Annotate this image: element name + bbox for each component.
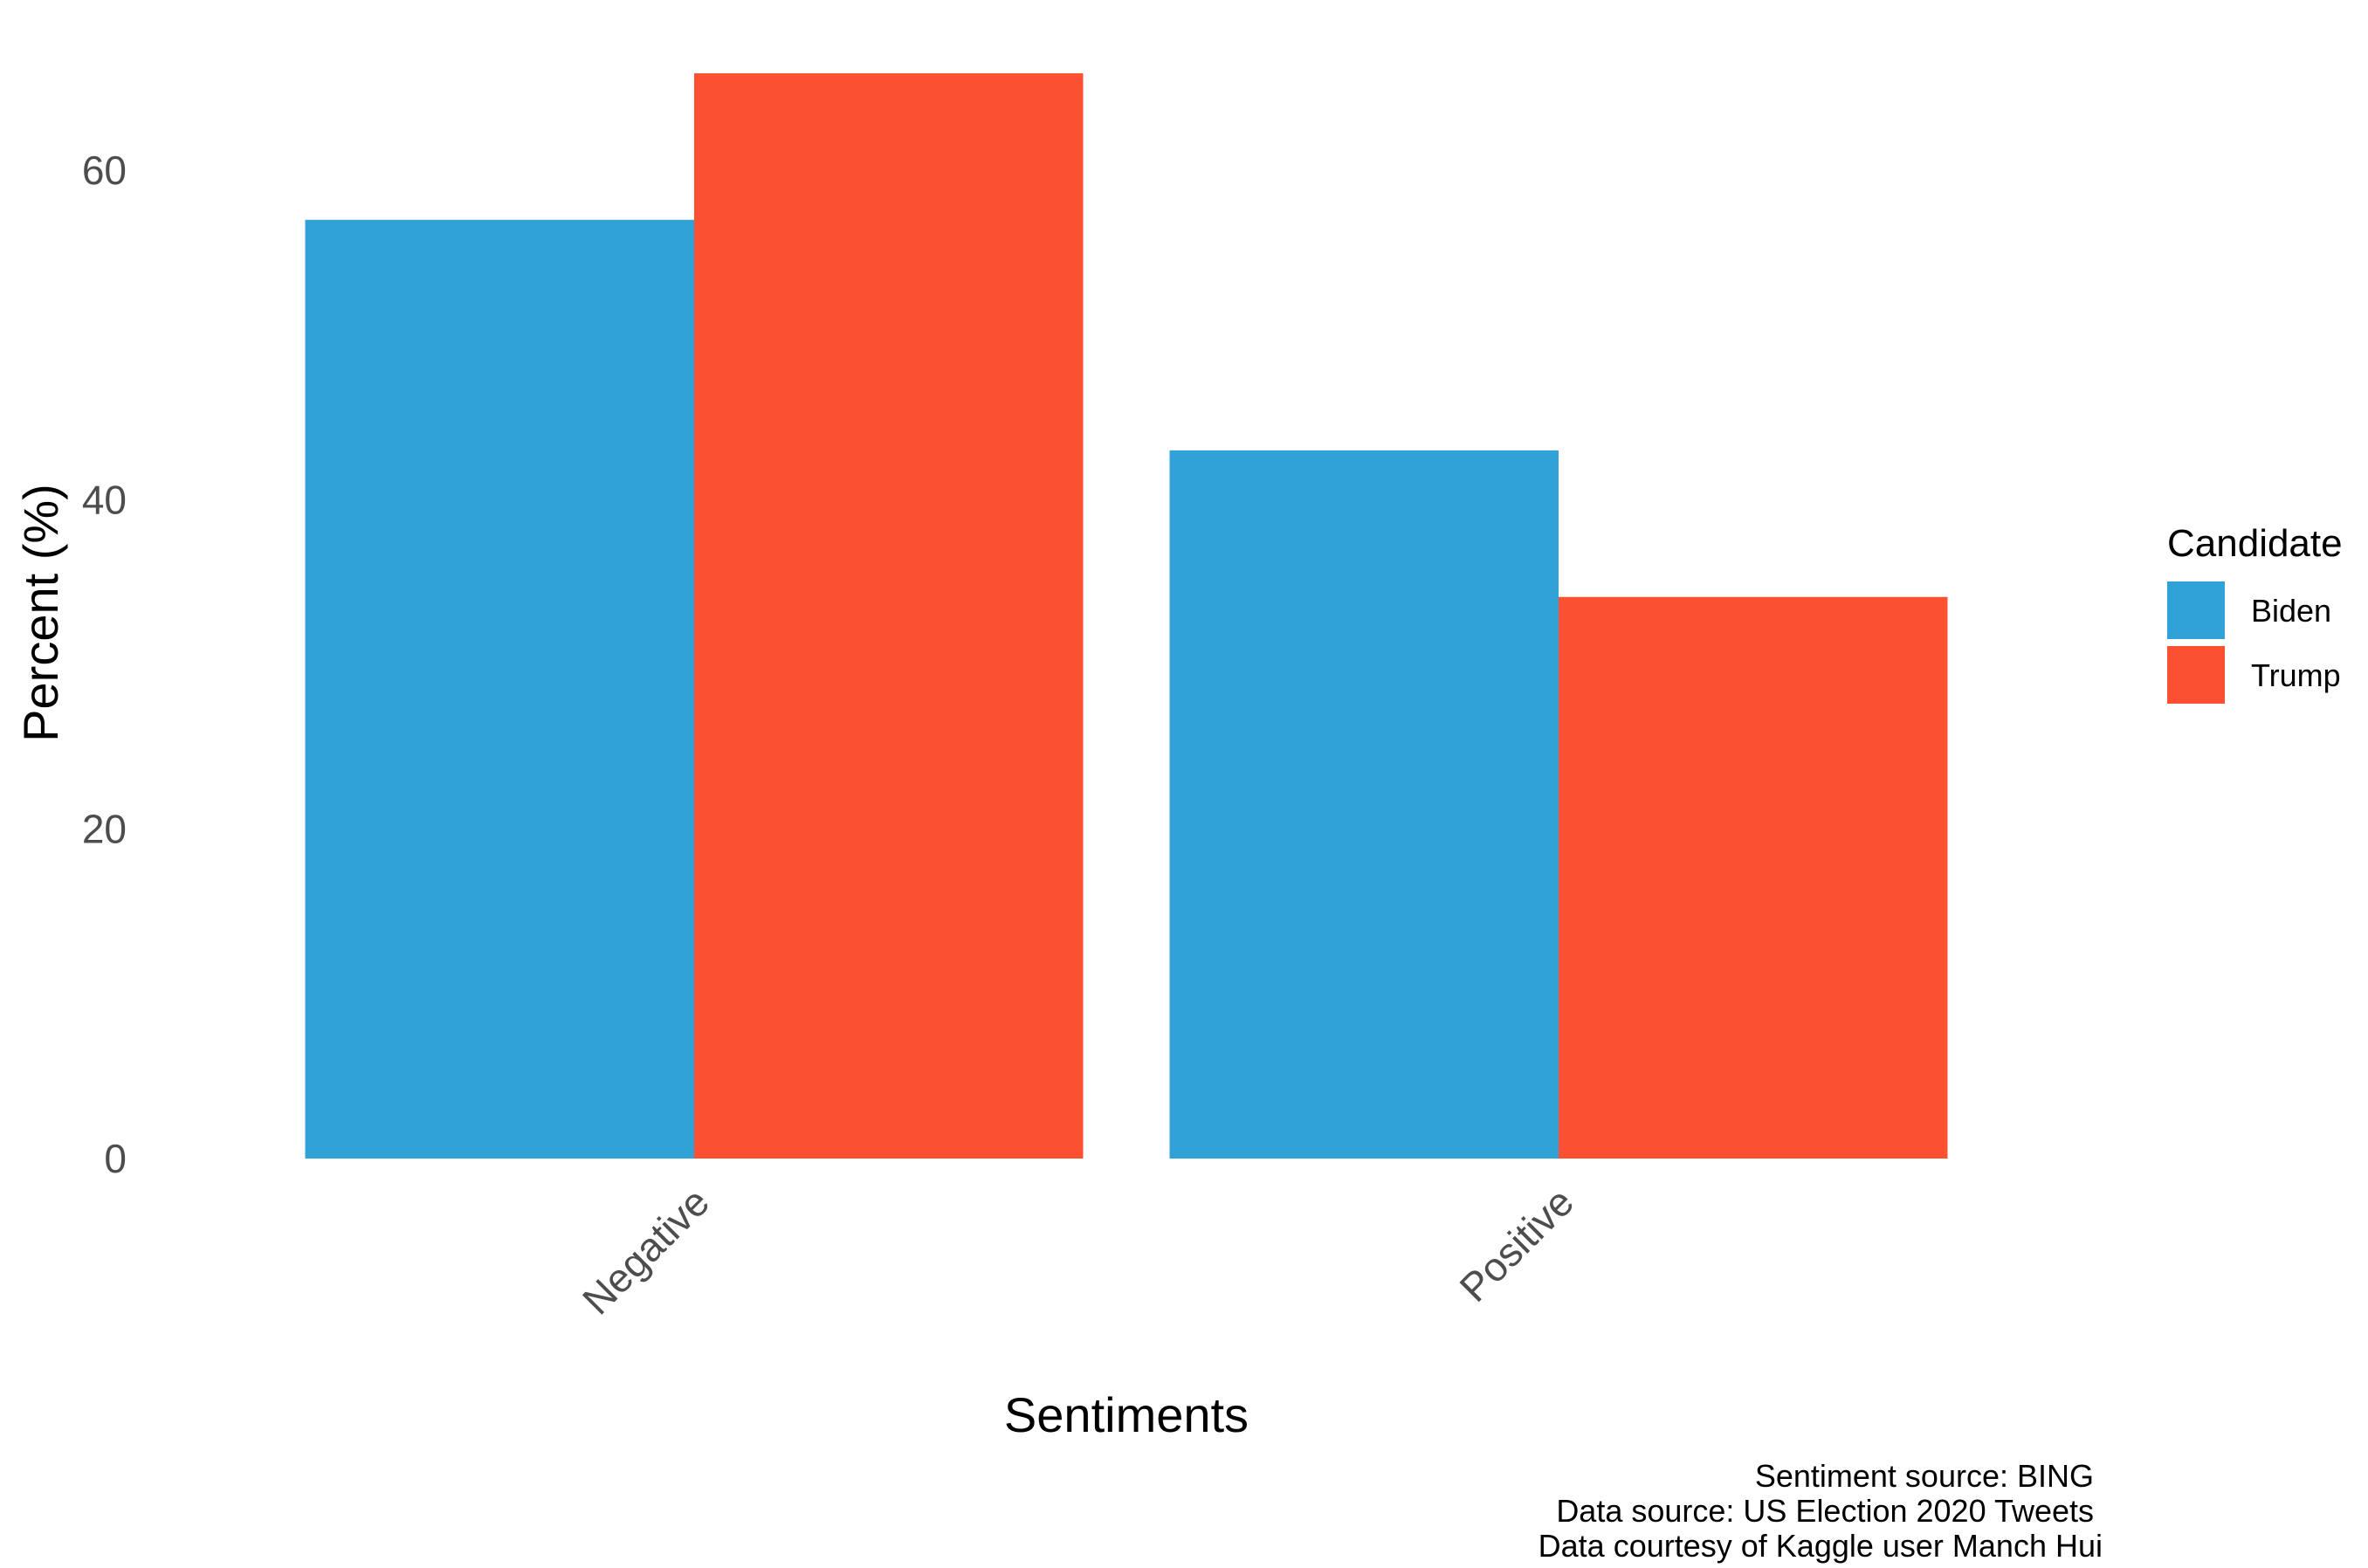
x-axis: Negative Positive (574, 1179, 1582, 1323)
bar-trump-positive (1559, 596, 1948, 1159)
y-tick-label: 60 (82, 148, 127, 193)
y-tick-label: 0 (104, 1136, 127, 1181)
bar-trump-negative (694, 72, 1084, 1159)
caption-line: Data source: US Election 2020 Tweets (1556, 1493, 2094, 1529)
legend-label-biden: Biden (2251, 593, 2331, 629)
y-axis-title: Percent (%) (13, 484, 68, 742)
bar-series (305, 72, 1948, 1159)
legend-label-trump: Trump (2251, 657, 2341, 693)
x-axis-title: Sentiments (1004, 1387, 1249, 1442)
legend: Candidate Biden Trump (2167, 522, 2343, 704)
legend-items: Biden Trump (2167, 581, 2341, 704)
legend-swatch-biden (2167, 581, 2225, 639)
bar-biden-negative (305, 219, 694, 1159)
caption-line: Sentiment source: BING (1755, 1458, 2094, 1494)
y-tick-label: 20 (82, 807, 127, 852)
caption-line: Data courtesy of Kaggle user Manch Hui (1539, 1528, 2103, 1564)
y-tick-label: 40 (82, 477, 127, 522)
legend-title: Candidate (2167, 522, 2343, 565)
bar-biden-positive (1169, 450, 1559, 1159)
x-tick-label: Negative (574, 1179, 718, 1323)
x-tick-label: Positive (1450, 1179, 1582, 1310)
y-axis: 0 20 40 60 (82, 148, 127, 1181)
legend-swatch-trump (2167, 646, 2225, 704)
